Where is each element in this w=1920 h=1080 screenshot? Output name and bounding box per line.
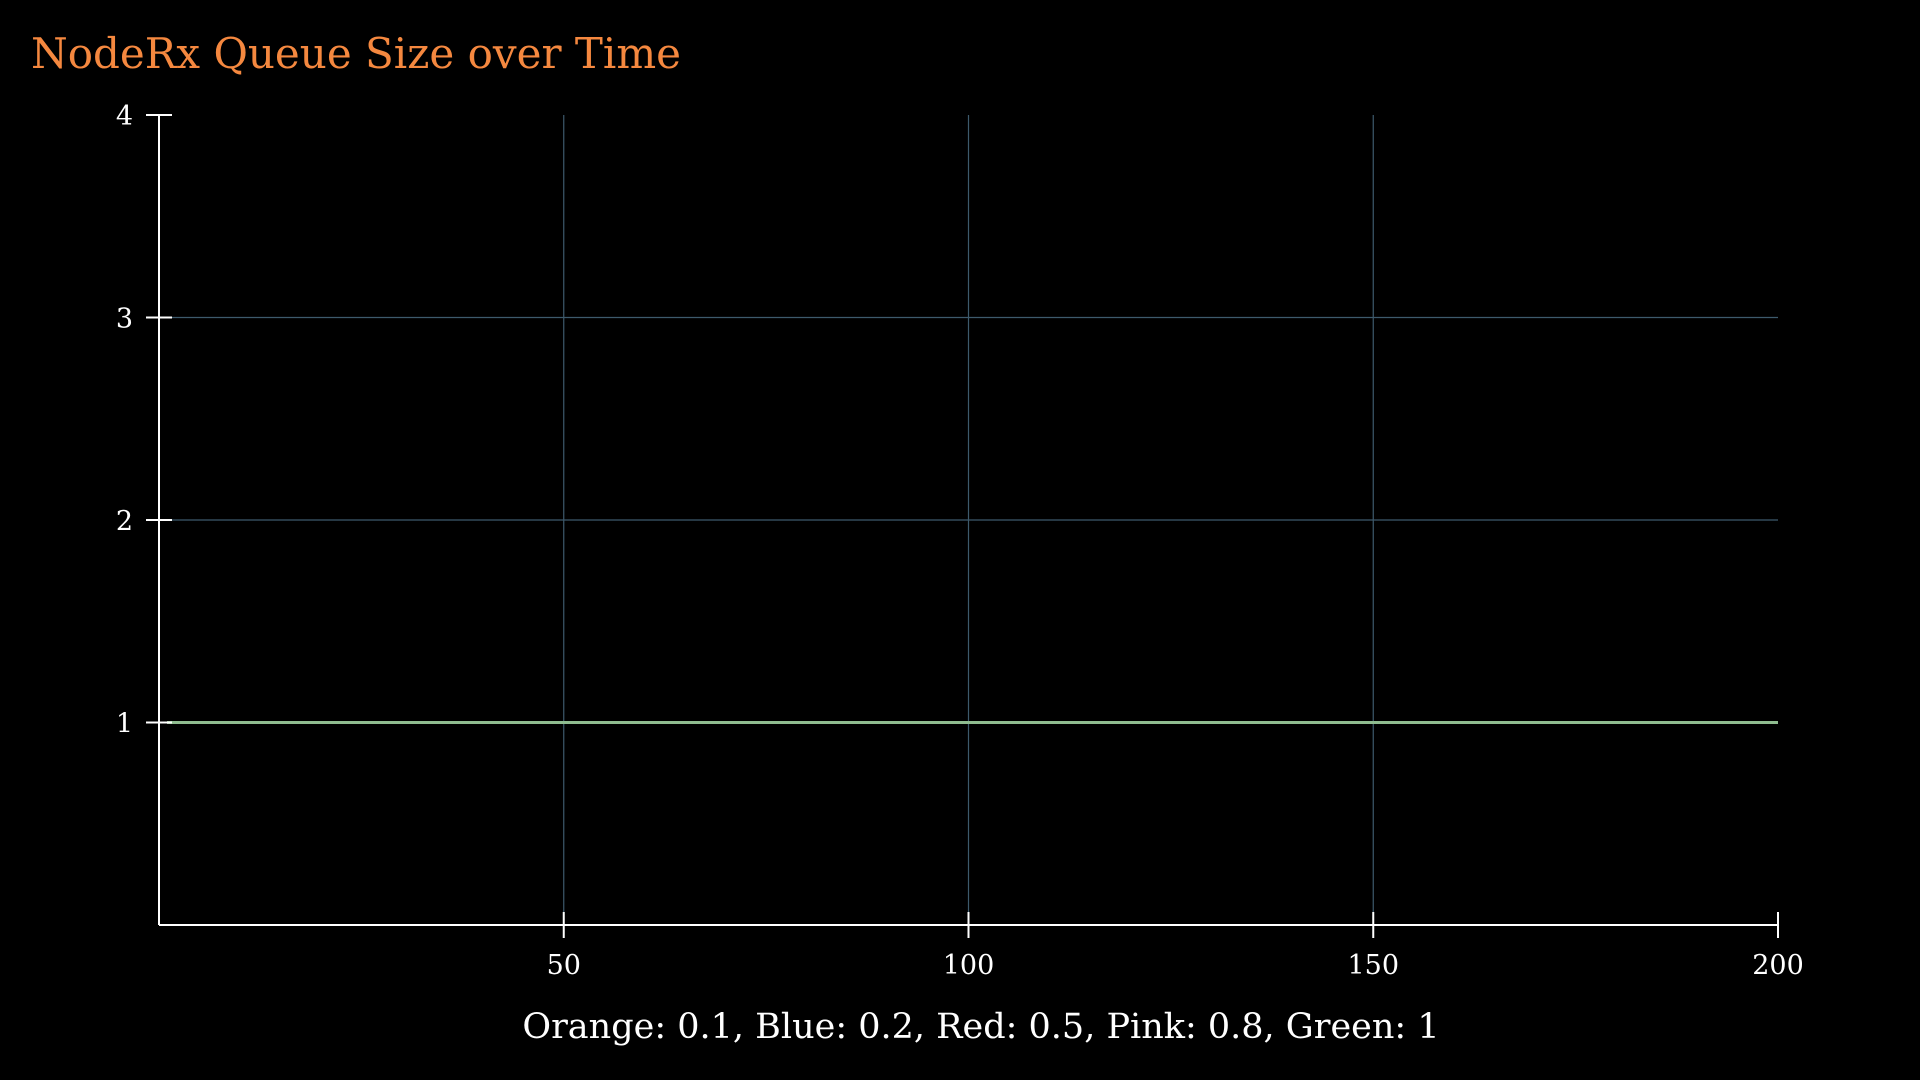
y-tick-label: 3 — [116, 304, 133, 335]
x-axis-caption: Orange: 0.1, Blue: 0.2, Red: 0.5, Pink: … — [522, 1007, 1439, 1047]
x-tick-label: 200 — [1752, 950, 1804, 981]
y-tick-label: 2 — [116, 506, 133, 537]
tick-marks-and-labels: 50 100 150 200 1 2 3 4 — [116, 101, 1804, 981]
x-tick-label: 50 — [547, 950, 581, 981]
y-tick-label: 1 — [116, 709, 133, 740]
x-tick-label: 150 — [1347, 950, 1399, 981]
chart-title: NodeRx Queue Size over Time — [31, 29, 681, 78]
y-tick-label: 4 — [116, 101, 133, 132]
x-tick-label: 100 — [943, 950, 995, 981]
